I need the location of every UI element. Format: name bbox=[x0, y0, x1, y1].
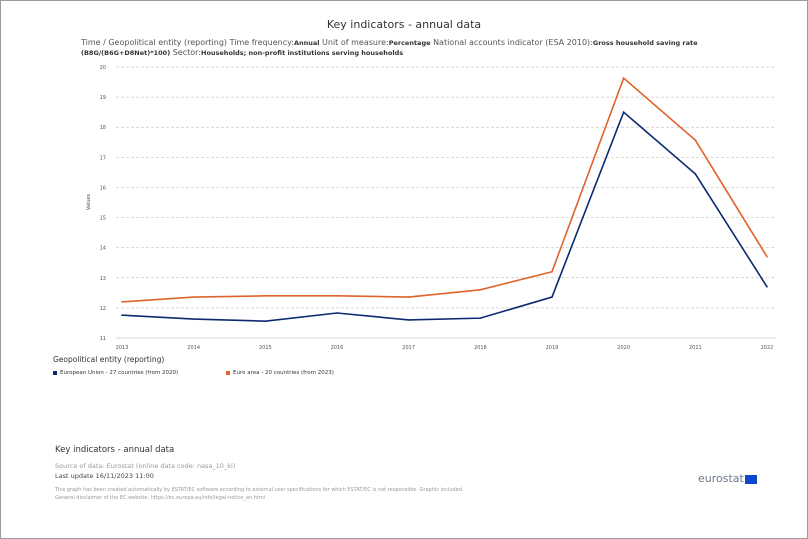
x-tick-label: 2015 bbox=[259, 345, 272, 351]
y-tick-label: 19 bbox=[100, 95, 106, 101]
data-point bbox=[694, 139, 697, 141]
data-point bbox=[551, 296, 553, 298]
legend-swatch bbox=[53, 370, 57, 375]
x-tick-label: 2019 bbox=[546, 345, 559, 351]
y-tick-label: 20 bbox=[100, 65, 106, 71]
legend-swatch bbox=[226, 370, 230, 375]
data-point bbox=[551, 270, 553, 273]
data-point bbox=[407, 296, 410, 298]
data-point bbox=[479, 289, 482, 291]
disclaimer: This graph has been created automaticall… bbox=[55, 487, 464, 493]
legend-item-ea[interactable]: Euro area - 20 countries (from 2023) bbox=[226, 370, 334, 376]
series-line-1 bbox=[121, 76, 768, 303]
last-update: Last update 16/11/2023 11:00 bbox=[55, 472, 154, 480]
x-tick-label: 2022 bbox=[761, 345, 774, 351]
data-point bbox=[694, 173, 697, 175]
chart-subtitle: Time / Geopolitical entity (reporting) T… bbox=[81, 38, 721, 58]
y-tick-label: 11 bbox=[100, 336, 106, 342]
legend-item-eu[interactable]: European Union - 27 countries (from 2020… bbox=[53, 370, 178, 376]
data-point bbox=[192, 296, 195, 298]
y-tick-label: 15 bbox=[100, 216, 106, 222]
y-tick-label: 12 bbox=[100, 306, 106, 312]
legend-label: European Union - 27 countries (from 2020… bbox=[60, 370, 179, 376]
subtitle-value: Annual bbox=[293, 39, 320, 47]
x-tick-label: 2014 bbox=[187, 345, 200, 351]
x-tick-label: 2021 bbox=[689, 345, 702, 351]
subtitle-value: Households; non-profit institutions serv… bbox=[201, 49, 404, 57]
footer-title: Key indicators - annual data bbox=[55, 445, 175, 455]
data-point bbox=[336, 312, 338, 314]
series-line-0 bbox=[121, 110, 768, 322]
y-tick-label: 18 bbox=[100, 125, 106, 131]
y-tick-label: 17 bbox=[100, 155, 106, 161]
chart-title: Key indicators - annual data bbox=[326, 18, 482, 31]
data-point bbox=[622, 111, 625, 113]
eu-flag-icon bbox=[744, 474, 757, 484]
data-point bbox=[407, 319, 410, 321]
y-tick-label: 16 bbox=[100, 185, 106, 191]
line-chart: 11 12 13 14 15 16 17 18 19 20 2013 2014 2015 2016 2017… bbox=[86, 65, 776, 351]
data-point bbox=[264, 295, 267, 297]
data-point bbox=[121, 301, 123, 303]
legend-title: Geopolitical entity (reporting) bbox=[53, 355, 165, 364]
data-point bbox=[479, 317, 482, 319]
legend-label: Euro area - 20 countries (from 2023) bbox=[233, 370, 334, 376]
x-tick-label: 2013 bbox=[116, 345, 129, 351]
y-tick-label: 14 bbox=[100, 246, 106, 252]
x-tick-label: 2018 bbox=[474, 345, 487, 351]
x-tick-label: 2017 bbox=[402, 345, 415, 351]
subtitle-label: Sector: bbox=[172, 48, 201, 57]
subtitle-value: Gross household saving rate (B8G/(B6G+D8… bbox=[81, 39, 698, 57]
subtitle-label: National accounts indicator (ESA 2010): bbox=[433, 38, 593, 47]
disclaimer-link[interactable]: General disclaimer of the EC website: ht… bbox=[55, 495, 266, 501]
x-tick-label: 2016 bbox=[331, 345, 344, 351]
data-point bbox=[766, 255, 768, 258]
y-tick-label: 13 bbox=[100, 276, 106, 282]
subtitle-label: Time / Geopolitical entity (reporting) T… bbox=[81, 38, 294, 47]
x-tick-label: 2020 bbox=[617, 345, 630, 351]
subtitle-label: Unit of measure: bbox=[322, 38, 389, 47]
subtitle-value: Percentage bbox=[388, 39, 431, 47]
data-source: Source of data: Eurostat (online data co… bbox=[55, 462, 236, 470]
eurostat-logo: eurostat bbox=[698, 472, 757, 485]
logo-text: eurostat bbox=[698, 472, 744, 485]
data-point bbox=[264, 320, 267, 322]
data-point bbox=[336, 295, 338, 297]
y-axis-label: Values bbox=[86, 193, 92, 210]
data-point bbox=[766, 286, 768, 288]
data-point bbox=[622, 77, 625, 79]
data-point bbox=[192, 318, 195, 320]
data-point bbox=[121, 314, 123, 316]
